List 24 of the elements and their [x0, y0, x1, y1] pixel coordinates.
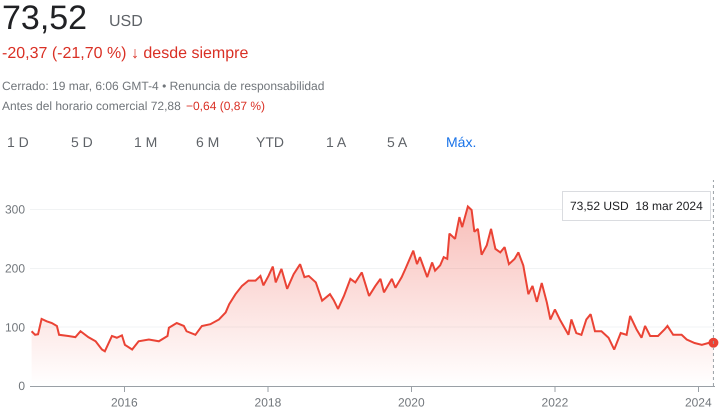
- text: 73,52: [2, 0, 88, 37]
- text: 1 A: [326, 134, 347, 150]
- y-tick-label: 300: [4, 202, 26, 217]
- text: -20,37 (-21,70 %) ↓ desde siempre: [2, 45, 248, 62]
- text: 5 D: [71, 134, 93, 150]
- text: 1 D: [7, 134, 29, 150]
- y-tick-label: 200: [4, 261, 26, 276]
- text: 1 M: [134, 134, 158, 150]
- x-tick-label: 2024: [684, 395, 712, 410]
- text: 6 M: [196, 134, 220, 150]
- text: YTD: [256, 134, 284, 150]
- x-tick-label: 2020: [398, 395, 425, 410]
- text: −0,64 (0,87 %): [186, 99, 266, 113]
- x-tick-label: 2022: [542, 395, 569, 410]
- x-tick-label: 2016: [110, 395, 138, 410]
- text: Antes del horario comercial 72,88: [2, 99, 182, 113]
- y-tick-label: 0: [18, 379, 26, 394]
- y-tick-label: 100: [4, 320, 26, 334]
- text: Máx.: [446, 134, 476, 150]
- annotation: 73,52 USD 18 mar 2024: [570, 199, 704, 213]
- text: 5 A: [387, 134, 408, 150]
- text: USD: [109, 13, 143, 30]
- text: Cerrado: 19 mar, 6:06 GMT-4 • Renuncia de responsabilidad: [2, 79, 324, 93]
- x-tick-label: 2018: [254, 395, 282, 410]
